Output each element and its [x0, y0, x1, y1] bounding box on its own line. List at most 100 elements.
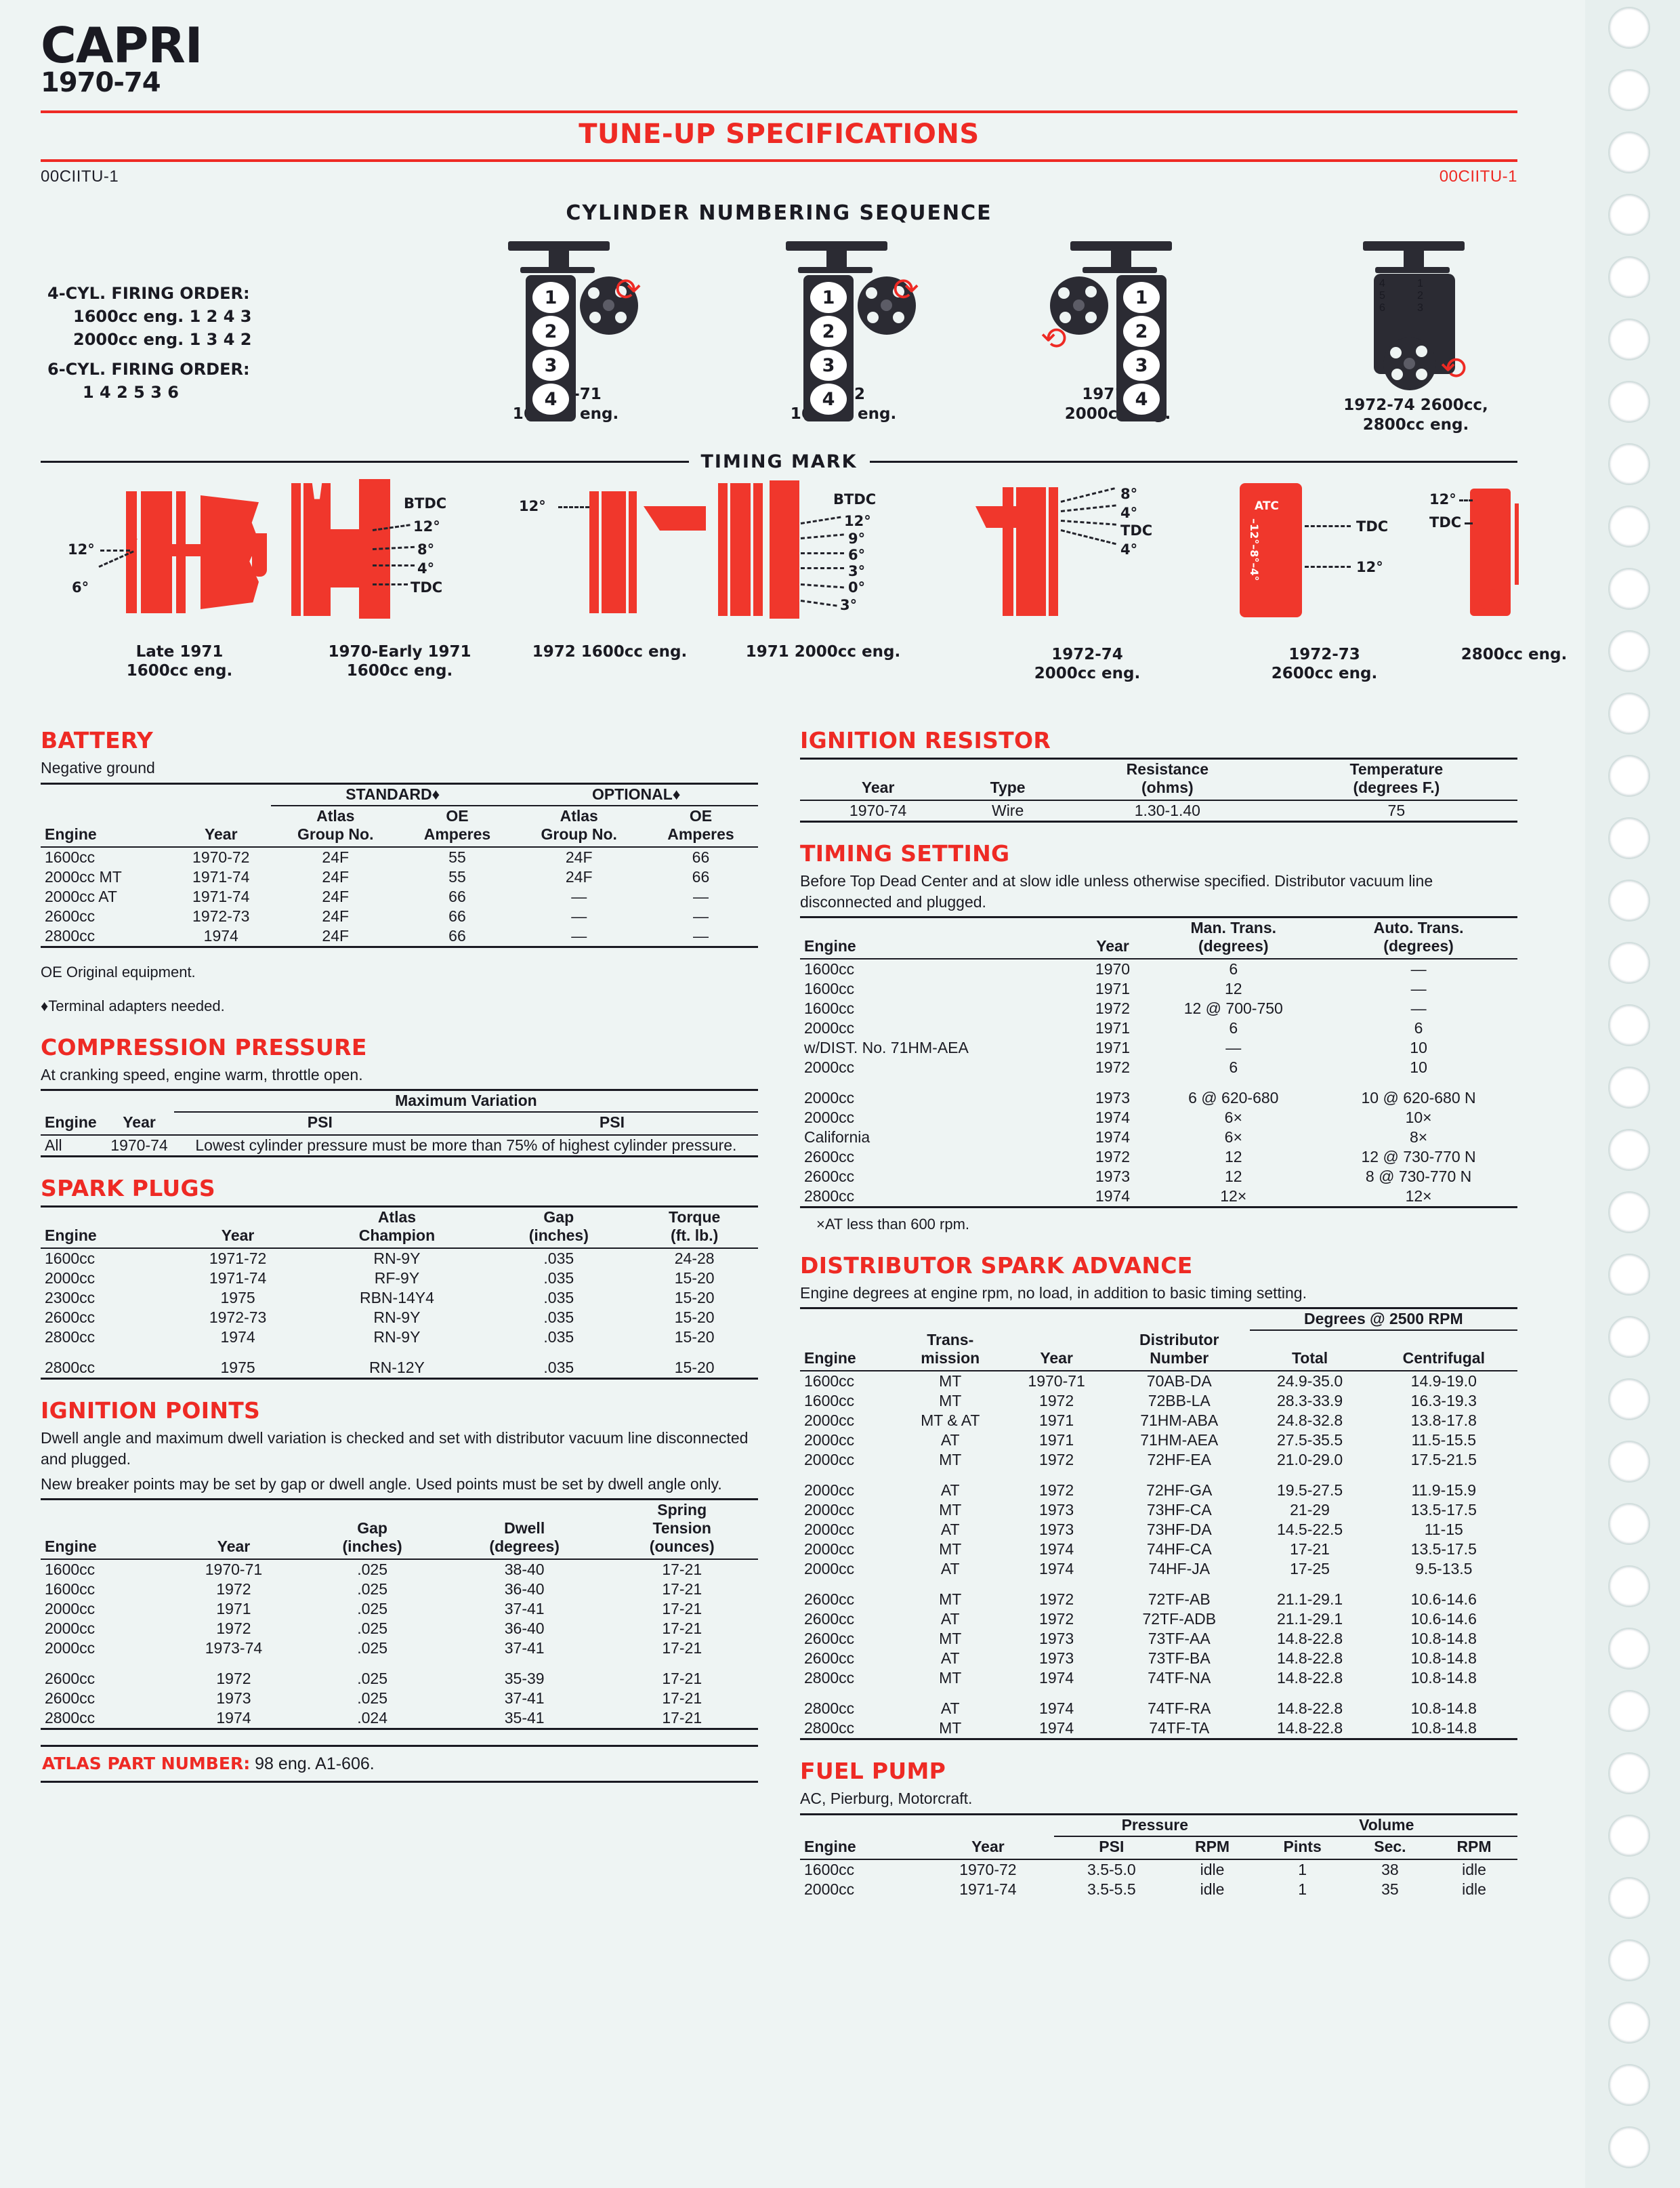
punch-hole — [1608, 505, 1650, 548]
punch-hole — [1608, 1316, 1650, 1358]
cyl-num: 4 — [532, 384, 569, 415]
cylinder-numbering-diagram: 4-CYL. FIRING ORDER: 1600cc eng. 1 2 4 3… — [41, 229, 1517, 446]
battery-note: Negative ground — [41, 759, 155, 777]
table-row: 2000cc AT 1973 73HF-DA 14.5-22.5 11-15 — [804, 1521, 1463, 1539]
punch-hole — [1608, 1129, 1650, 1171]
cyl-num: 5 — [1379, 290, 1385, 302]
punch-hole — [1608, 7, 1650, 49]
col-temperature: Temperature (degrees F.) — [1349, 760, 1444, 797]
left-column: BATTERY Negative ground STANDARD♦ OPTION… — [41, 727, 758, 1899]
battery-table-body: 1600cc 1970-72 24F 55 24F 66 2000cc MT 1971-74… — [41, 847, 758, 947]
cyl-num: 3 — [532, 350, 569, 381]
timing-mark-item-1: 12° 6° Late 1971 1600cc eng. — [68, 476, 291, 680]
col-year: Year — [1096, 937, 1129, 955]
table-row: 2800cc AT 1974 74TF-RA 14.8-22.8 10.8-14.8 — [804, 1699, 1477, 1718]
table-row: 2800cc MT 1974 74TF-NA 14.8-22.8 10.8-14.8 — [804, 1669, 1477, 1687]
punch-hole — [1608, 256, 1650, 298]
table-row: 2000cc 1973 6 @ 620-680 10 @ 620-680 N — [804, 1089, 1476, 1107]
table-row: California 1974 6× 8× — [804, 1128, 1428, 1147]
distributor-spark-advance-note: Engine degrees at engine rpm, no load, i… — [800, 1283, 1307, 1302]
timing-mark-caption: 2800cc eng. — [1461, 646, 1568, 664]
col-std-amperes: OE Amperes — [423, 806, 491, 843]
punch-hole — [1608, 1378, 1650, 1420]
binder-punch-strip — [1585, 0, 1680, 2188]
table-row: 2000cc MT 1974 74HF-CA 17-21 13.5-17.5 — [804, 1540, 1477, 1559]
col-centrifugal: Centrifugal — [1402, 1349, 1485, 1367]
table-row: 2600cc MT 1973 73TF-AA 14.8-22.8 10.8-14.8 — [804, 1630, 1477, 1648]
col-distributor-number: Distributor Number — [1139, 1331, 1219, 1367]
engine-figure-1: 1 2 3 4 ⟳ 1970-71 1600cc eng. — [488, 236, 644, 424]
col-engine: Engine — [804, 1349, 856, 1367]
col-engine: Engine — [804, 1837, 856, 1855]
timing-label: 12° — [68, 541, 95, 558]
col-opt-atlas: Atlas Group No. — [541, 806, 617, 843]
table-row: 2300cc 1975 RBN-14Y4.035 15-20 — [45, 1289, 715, 1307]
timing-label: 3° — [848, 563, 866, 580]
section-title-distributor-spark-advance: DISTRIBUTOR SPARK ADVANCE — [800, 1252, 1193, 1279]
table-row: 2000cc 1971-74 3.5-5.5 idle 1 35 idle — [804, 1880, 1486, 1898]
col-gap: Gap (inches) — [342, 1519, 402, 1556]
timing-setting-note: Before Top Dead Center and at slow idle … — [800, 872, 1433, 911]
fuel-pump-table: Pressure Volume Engine Year PSI RPM Pint… — [800, 1813, 1517, 1899]
right-column: IGNITION RESISTOR Year Type Resistance (o… — [800, 727, 1517, 1899]
ignition-resistor-table: Year Type Resistance (ohms) Temperature (d… — [800, 758, 1517, 823]
fuel-pump-table-body: 1600cc 1970-72 3.5-5.0 idle 1 38 idle 2000cc 19… — [800, 1859, 1517, 1899]
ignition-points-table-body: 1600cc 1970-71.025 38-40 17-21 1600cc 1972.0… — [41, 1559, 758, 1729]
punch-hole — [1608, 69, 1650, 111]
col-year: Year — [221, 1226, 255, 1245]
col-engine: Engine — [45, 825, 97, 843]
battery-table: STANDARD♦ OPTIONAL♦ Engine Year Atlas Gro… — [41, 783, 758, 948]
cyl-num: 2 — [810, 316, 847, 348]
distributor-icon — [1383, 337, 1436, 391]
title-rule-top — [41, 110, 1517, 114]
engine-figure-2: 1 2 3 4 ⟳ 1972 1600cc eng. — [765, 236, 921, 424]
timing-mark-caption: 1970-Early 1971 1600cc eng. — [328, 643, 471, 680]
compression-note: At cranking speed, engine warm, throttle… — [41, 1065, 363, 1083]
timing-label: 3° — [840, 597, 858, 614]
punch-hole — [1608, 1004, 1650, 1046]
table-row: 1600cc 1970-72 24F 55 24F 66 — [45, 848, 710, 866]
table-row: 2000cc MT 1971-74 24F 55 24F 66 — [45, 867, 710, 886]
section-title-spark-plugs: SPARK PLUGS — [41, 1175, 215, 1202]
distributor-icon — [580, 276, 638, 335]
cyl-num: 3 — [810, 350, 847, 381]
table-row: 2000cc 1973-74.025 37-41 17-21 — [45, 1639, 702, 1657]
dsa-group-degrees: Degrees @ 2500 RPM — [1249, 1308, 1517, 1332]
col-year: Year — [1040, 1349, 1073, 1367]
punch-hole — [1608, 1939, 1650, 1981]
table-row: w/DIST. No. 71HM-AEA 1971—10 — [804, 1039, 1427, 1057]
timing-mark-caption: 1971 2000cc eng. — [745, 643, 901, 661]
table-row: 2800cc 1974 24F 66— — — [41, 926, 758, 947]
brand-name: CAPRI — [41, 17, 203, 74]
punch-hole — [1608, 443, 1650, 485]
timing-setting-table: Engine Year Man. Trans. (degrees) Auto. T… — [800, 916, 1517, 1208]
cyl-num: 3 — [1123, 350, 1160, 381]
table-row: 2000cc MT & AT 1971 71HM-ABA 24.8-32.8 13.8-1… — [804, 1411, 1477, 1430]
table-row: 1600cc 1970-72 3.5-5.0 idle 1 38 idle — [804, 1860, 1486, 1878]
timing-mark-header: TIMING MARK — [41, 451, 1518, 472]
col-dwell: Dwell (degrees) — [489, 1519, 560, 1556]
col-torque: Torque (ft. lb.) — [669, 1208, 721, 1245]
firing-order-6cyl-label: 6-CYL. FIRING ORDER: — [47, 360, 250, 379]
engine-figure-3: 1 2 3 4 ⟲ 1971-74 2000cc eng. — [1036, 236, 1199, 424]
table-row: 1600cc 1972 12 @ 700-750— — [804, 999, 1427, 1018]
timing-label: BTDC — [404, 495, 447, 512]
fuel-pump-note: AC, Pierburg, Motorcraft. — [800, 1790, 973, 1808]
col-man-trans: Man. Trans. (degrees) — [1190, 919, 1277, 955]
table-row: 1600cc MT 1972 72BB-LA 28.3-33.9 16.3-19.3 — [804, 1392, 1477, 1410]
table-row: 2800cc MT 1974 74TF-TA 14.8-22.8 10.8-14.8 — [800, 1718, 1517, 1739]
col-transmission: Trans-mission — [921, 1331, 980, 1367]
distributor-icon — [858, 276, 916, 335]
table-row: 1970-74 Wire 1.30-1.40 75 — [800, 800, 1517, 822]
table-row: 2600cc MT 1972 72TF-AB 21.1-29.1 10.6-14.6 — [804, 1590, 1477, 1609]
section-title-ignition-resistor: IGNITION RESISTOR — [800, 727, 1051, 754]
rotation-arrow-icon: ⟳ — [615, 272, 642, 308]
atlas-part-label: ATLAS PART NUMBER: — [42, 1754, 251, 1774]
punch-hole — [1608, 630, 1650, 672]
timing-setting-footnote: ×AT less than 600 rpm. — [816, 1216, 970, 1233]
engine-figure-4: 4 5 6 1 2 3 ⟲ 1972-74 2600cc, 2800 — [1321, 236, 1511, 435]
timing-mark-caption: 1972-73 2600cc eng. — [1271, 646, 1378, 683]
table-row: 1600cc 1972.025 36-40 17-21 — [45, 1580, 702, 1598]
section-title-battery: BATTERY — [41, 727, 154, 754]
col-rpm-volume: RPM — [1456, 1837, 1492, 1855]
